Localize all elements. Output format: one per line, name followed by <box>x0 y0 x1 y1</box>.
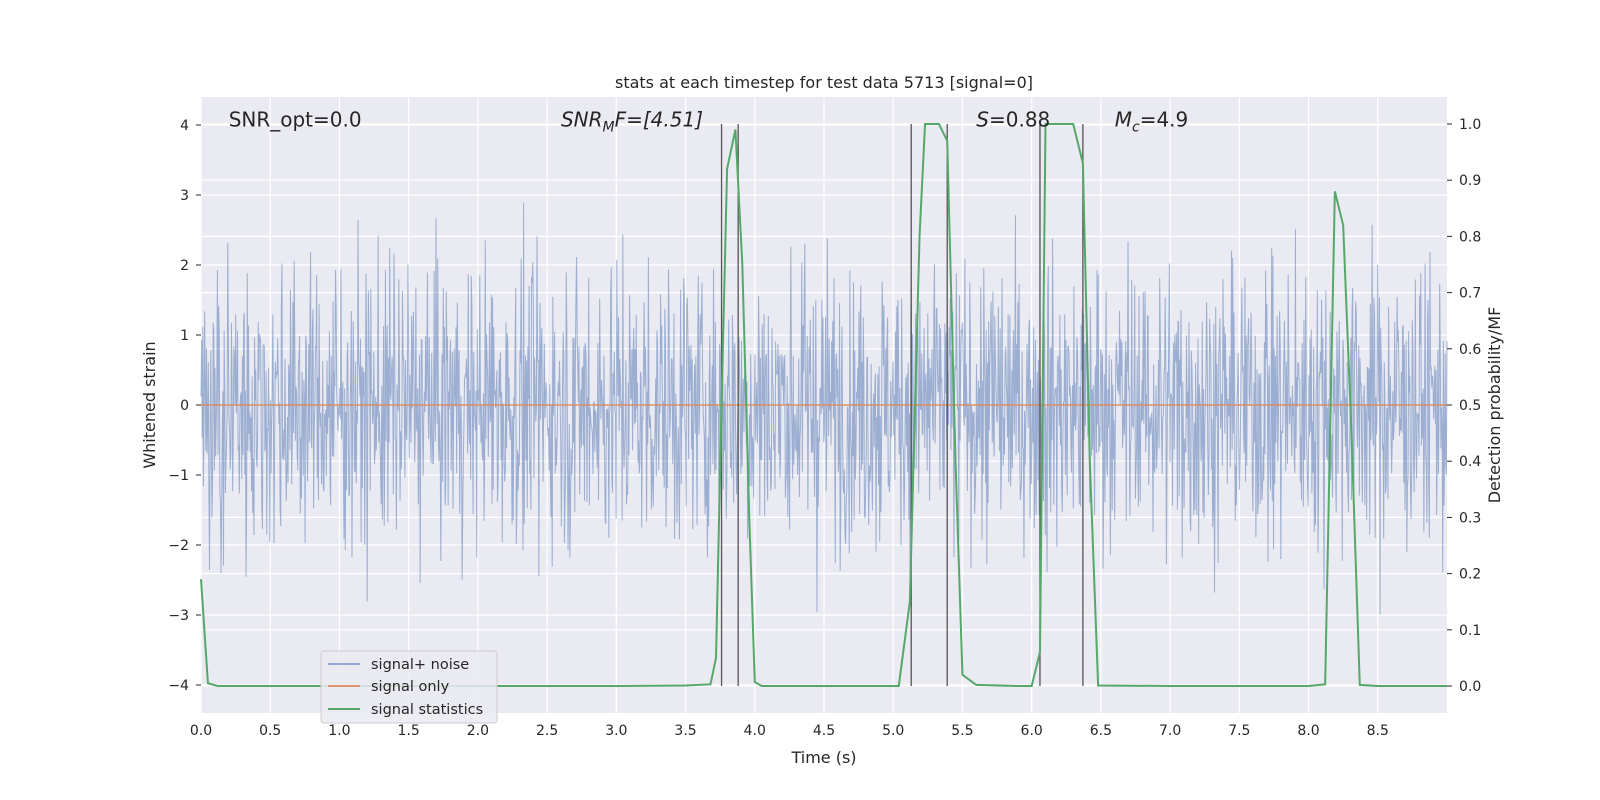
y-right-tick-label: 0.7 <box>1459 286 1481 302</box>
chart-title: stats at each timestep for test data 571… <box>615 73 1033 92</box>
x-tick-label: 5.0 <box>882 723 904 739</box>
x-tick-label: 3.0 <box>605 723 627 739</box>
annotation-2: S=0.88 <box>976 108 1050 132</box>
x-axis-label: Time (s) <box>790 748 856 767</box>
x-tick-label: 0.5 <box>259 723 281 739</box>
y-left-tick-label: 2 <box>180 258 189 274</box>
y-left-tick-label: 1 <box>180 328 189 344</box>
annotation-0: SNR_opt=0.0 <box>229 108 362 132</box>
noise-line <box>200 202 1448 615</box>
y-left-tick-labels: 4 3 2 1 0 −1 −2 −3 −4 <box>168 118 201 694</box>
y-right-tick-label: 0.0 <box>1459 679 1481 695</box>
signal-statistics-line <box>200 122 1447 688</box>
y-right-axis-label: Detection probability/MF <box>1485 307 1504 504</box>
x-tick-label: 8.5 <box>1367 723 1389 739</box>
x-tick-label: 5.5 <box>951 723 973 739</box>
y-left-tick-label: −4 <box>168 678 189 694</box>
y-left-tick-label: −1 <box>168 468 189 484</box>
noise-series <box>200 202 1448 615</box>
legend: signal+ noise signal only signal statist… <box>320 650 498 724</box>
legend-label-stats: signal statistics <box>371 702 483 718</box>
legend-label-signal: signal only <box>371 679 450 695</box>
y-left-axis-label: Whitened strain <box>140 341 159 468</box>
x-tick-label: 1.0 <box>328 723 350 739</box>
y-right-tick-labels: 1.0 0.9 0.8 0.7 0.6 0.5 0.4 0.3 0.2 0.1 0.0 <box>1447 117 1481 695</box>
x-tick-label: 8.0 <box>1297 723 1319 739</box>
y-right-tick-label: 0.8 <box>1459 229 1481 245</box>
x-tick-label: 1.5 <box>398 723 420 739</box>
y-right-tick-label: 0.1 <box>1459 623 1481 639</box>
y-right-tick-label: 0.6 <box>1459 342 1481 358</box>
legend-box <box>320 650 498 724</box>
y-right-tick-label: 0.3 <box>1459 510 1481 526</box>
x-tick-label: 3.5 <box>674 723 696 739</box>
x-tick-label: 2.5 <box>536 723 558 739</box>
y-left-tick-label: 0 <box>180 398 189 414</box>
y-right-tick-label: 0.9 <box>1459 173 1481 189</box>
y-right-tick-label: 0.2 <box>1459 567 1481 583</box>
annotations: SNR_opt=0.0 SNRMF=[4.51] S=0.88 Mc=4.9 <box>229 108 1189 136</box>
x-tick-label: 0.0 <box>190 723 212 739</box>
x-tick-labels: 0.0 0.5 1.0 1.5 2.0 2.5 3.0 3.5 4.0 4.5 5.0 5.5 6.0 6… <box>190 723 1389 739</box>
legend-label-noise: signal+ noise <box>371 657 469 673</box>
y-left-tick-label: 3 <box>180 188 189 204</box>
y-right-tick-label: 0.5 <box>1459 398 1481 414</box>
y-left-tick-label: −3 <box>168 608 189 624</box>
y-right-tick-label: 1.0 <box>1459 117 1481 133</box>
x-tick-label: 6.0 <box>1021 723 1043 739</box>
x-tick-label: 4.0 <box>744 723 766 739</box>
annotation-1: SNRMF=[4.51] <box>561 108 703 136</box>
y-right-tick-label: 0.4 <box>1459 454 1481 470</box>
x-tick-label: 4.5 <box>813 723 835 739</box>
y-left-tick-label: 4 <box>180 118 189 134</box>
y-left-tick-label: −2 <box>168 538 189 554</box>
x-tick-label: 2.0 <box>467 723 489 739</box>
x-tick-label: 7.5 <box>1228 723 1250 739</box>
x-tick-label: 7.0 <box>1159 723 1181 739</box>
x-tick-label: 6.5 <box>1090 723 1112 739</box>
annotation-3: Mc=4.9 <box>1115 108 1189 136</box>
signal-statistics-series <box>200 122 1447 688</box>
